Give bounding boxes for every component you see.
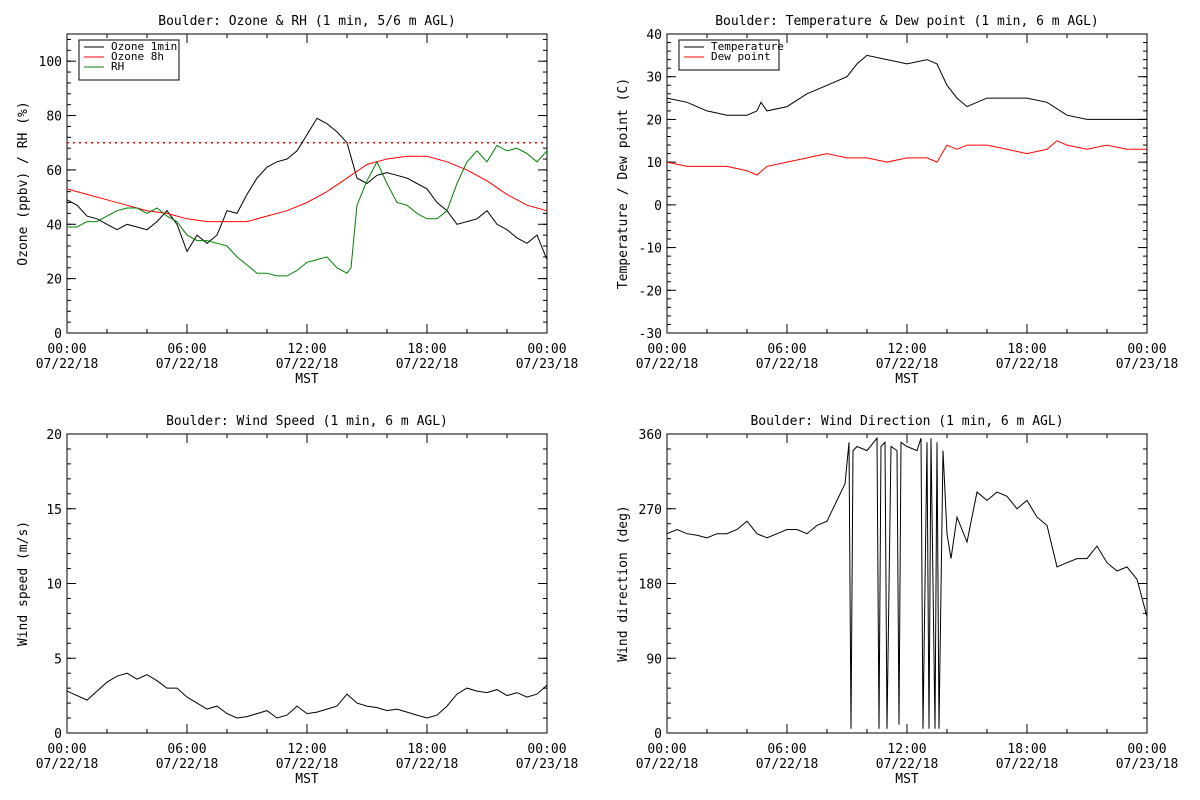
x-tick-label-date: 07/23/18 [516, 757, 579, 772]
y-tick-label: 90 [646, 652, 662, 667]
y-axis-label: Ozone (ppbv) / RH (%) [16, 101, 31, 265]
y-tick-label: 100 [39, 55, 62, 70]
y-tick-label: -30 [639, 327, 662, 342]
series-dew-point-line [666, 140, 1147, 176]
x-tick-label-date: 07/22/18 [996, 357, 1059, 372]
x-tick-label-time: 00:00 [527, 742, 566, 757]
x-tick-label-time: 18:00 [407, 342, 446, 357]
x-tick-label-time: 06:00 [767, 742, 806, 757]
series-ozone-1min-line [66, 117, 548, 260]
x-tick-label-date: 07/22/18 [276, 757, 339, 772]
plot-frame [66, 433, 548, 734]
series-wind-direction-line [666, 436, 1148, 729]
y-tick-label: 0 [54, 727, 62, 742]
y-tick-label: 80 [46, 110, 62, 125]
x-tick-label-date: 07/22/18 [756, 757, 819, 772]
x-tick-label-time: 12:00 [887, 342, 926, 357]
y-tick-label: 10 [646, 156, 662, 171]
series-ozone-8h-line [66, 155, 548, 223]
x-tick-label-time: 06:00 [167, 742, 206, 757]
x-tick-label-date: 07/22/18 [156, 757, 219, 772]
x-tick-label-date: 07/22/18 [636, 357, 699, 372]
x-tick-label-time: 00:00 [1127, 742, 1166, 757]
x-tick-label-date: 07/22/18 [876, 757, 939, 772]
x-tick-label-date: 07/23/18 [516, 357, 579, 372]
series-wind-speed-line [66, 672, 548, 719]
wind-direction-panel: Boulder: Wind Direction (1 min, 6 m AGL)… [616, 414, 1178, 787]
legend-entry: Temperature [711, 40, 784, 53]
x-axis-label: MST [295, 772, 319, 787]
x-tick-label-time: 00:00 [647, 342, 686, 357]
y-axis-label: Wind direction (deg) [616, 505, 631, 662]
chart-title: Boulder: Wind Direction (1 min, 6 m AGL) [750, 414, 1063, 429]
plot-frame [666, 433, 1148, 734]
x-tick-label-time: 00:00 [647, 742, 686, 757]
x-tick-label-time: 12:00 [887, 742, 926, 757]
x-tick-label-time: 00:00 [47, 342, 86, 357]
y-tick-label: 0 [54, 327, 62, 342]
y-axis-label: Wind speed (m/s) [16, 521, 31, 646]
x-tick-label-date: 07/22/18 [36, 757, 99, 772]
y-tick-label: -20 [639, 284, 662, 299]
x-tick-label-time: 00:00 [47, 742, 86, 757]
x-axis-label: MST [895, 372, 919, 387]
legend-entry: RH [111, 60, 124, 73]
y-tick-label: 5 [54, 652, 62, 667]
series-rh-line [67, 144, 548, 277]
y-tick-label: 180 [639, 578, 662, 593]
x-tick-label-date: 07/22/18 [996, 757, 1059, 772]
x-tick-label-time: 18:00 [1007, 742, 1046, 757]
x-tick-label-time: 18:00 [407, 742, 446, 757]
x-tick-label-date: 07/22/18 [396, 357, 459, 372]
x-tick-label-date: 07/23/18 [1116, 757, 1179, 772]
y-tick-label: 0 [654, 727, 662, 742]
x-tick-label-date: 07/22/18 [396, 757, 459, 772]
legend-entry: Ozone 8h [111, 50, 164, 63]
y-tick-label: 20 [46, 273, 62, 288]
y-axis-label: Temperature / Dew point (C) [616, 78, 631, 289]
x-tick-label-date: 07/23/18 [1116, 357, 1179, 372]
x-tick-label-time: 06:00 [767, 342, 806, 357]
x-axis-label: MST [295, 372, 319, 387]
wind-speed-panel: Boulder: Wind Speed (1 min, 6 m AGL) 0 5 10… [16, 414, 578, 787]
y-tick-label: 30 [646, 71, 662, 86]
y-tick-label: 40 [646, 28, 662, 43]
plot-frame [666, 33, 1148, 334]
legend-entry: Ozone 1min [111, 40, 177, 53]
x-tick-label-time: 18:00 [1007, 342, 1046, 357]
legend-box [678, 39, 780, 71]
chart-title: Boulder: Wind Speed (1 min, 6 m AGL) [166, 414, 448, 429]
x-tick-label-date: 07/22/18 [36, 357, 99, 372]
y-tick-label: 20 [646, 113, 662, 128]
x-tick-label-time: 12:00 [287, 742, 326, 757]
series-temperature-line [666, 54, 1147, 120]
x-tick-label-date: 07/22/18 [756, 357, 819, 372]
x-tick-label-date: 07/22/18 [156, 357, 219, 372]
ozone-rh-panel: Boulder: Ozone & RH (1 min, 5/6 m AGL) 0 2… [16, 14, 578, 387]
x-tick-label-date: 07/22/18 [876, 357, 939, 372]
y-tick-label: 20 [46, 428, 62, 443]
x-tick-label-time: 00:00 [527, 342, 566, 357]
x-tick-label-time: 12:00 [287, 342, 326, 357]
x-tick-label-time: 00:00 [1127, 342, 1166, 357]
x-tick-label-time: 06:00 [167, 342, 206, 357]
y-tick-label: 0 [654, 199, 662, 214]
y-tick-label: 360 [639, 428, 662, 443]
temperature-dewpoint-panel: Boulder: Temperature & Dew point (1 min,… [616, 14, 1178, 387]
y-tick-label: -10 [639, 242, 662, 257]
chart-title: Boulder: Temperature & Dew point (1 min,… [715, 14, 1099, 29]
y-tick-label: 40 [46, 218, 62, 233]
y-tick-label: 60 [46, 164, 62, 179]
y-tick-label: 10 [46, 578, 62, 593]
chart-title: Boulder: Ozone & RH (1 min, 5/6 m AGL) [158, 14, 455, 29]
y-tick-label: 270 [639, 503, 662, 518]
legend-entry: Dew point [711, 50, 771, 63]
y-tick-label: 15 [46, 503, 62, 518]
x-tick-label-date: 07/22/18 [276, 357, 339, 372]
x-tick-label-date: 07/22/18 [636, 757, 699, 772]
x-axis-label: MST [895, 772, 919, 787]
